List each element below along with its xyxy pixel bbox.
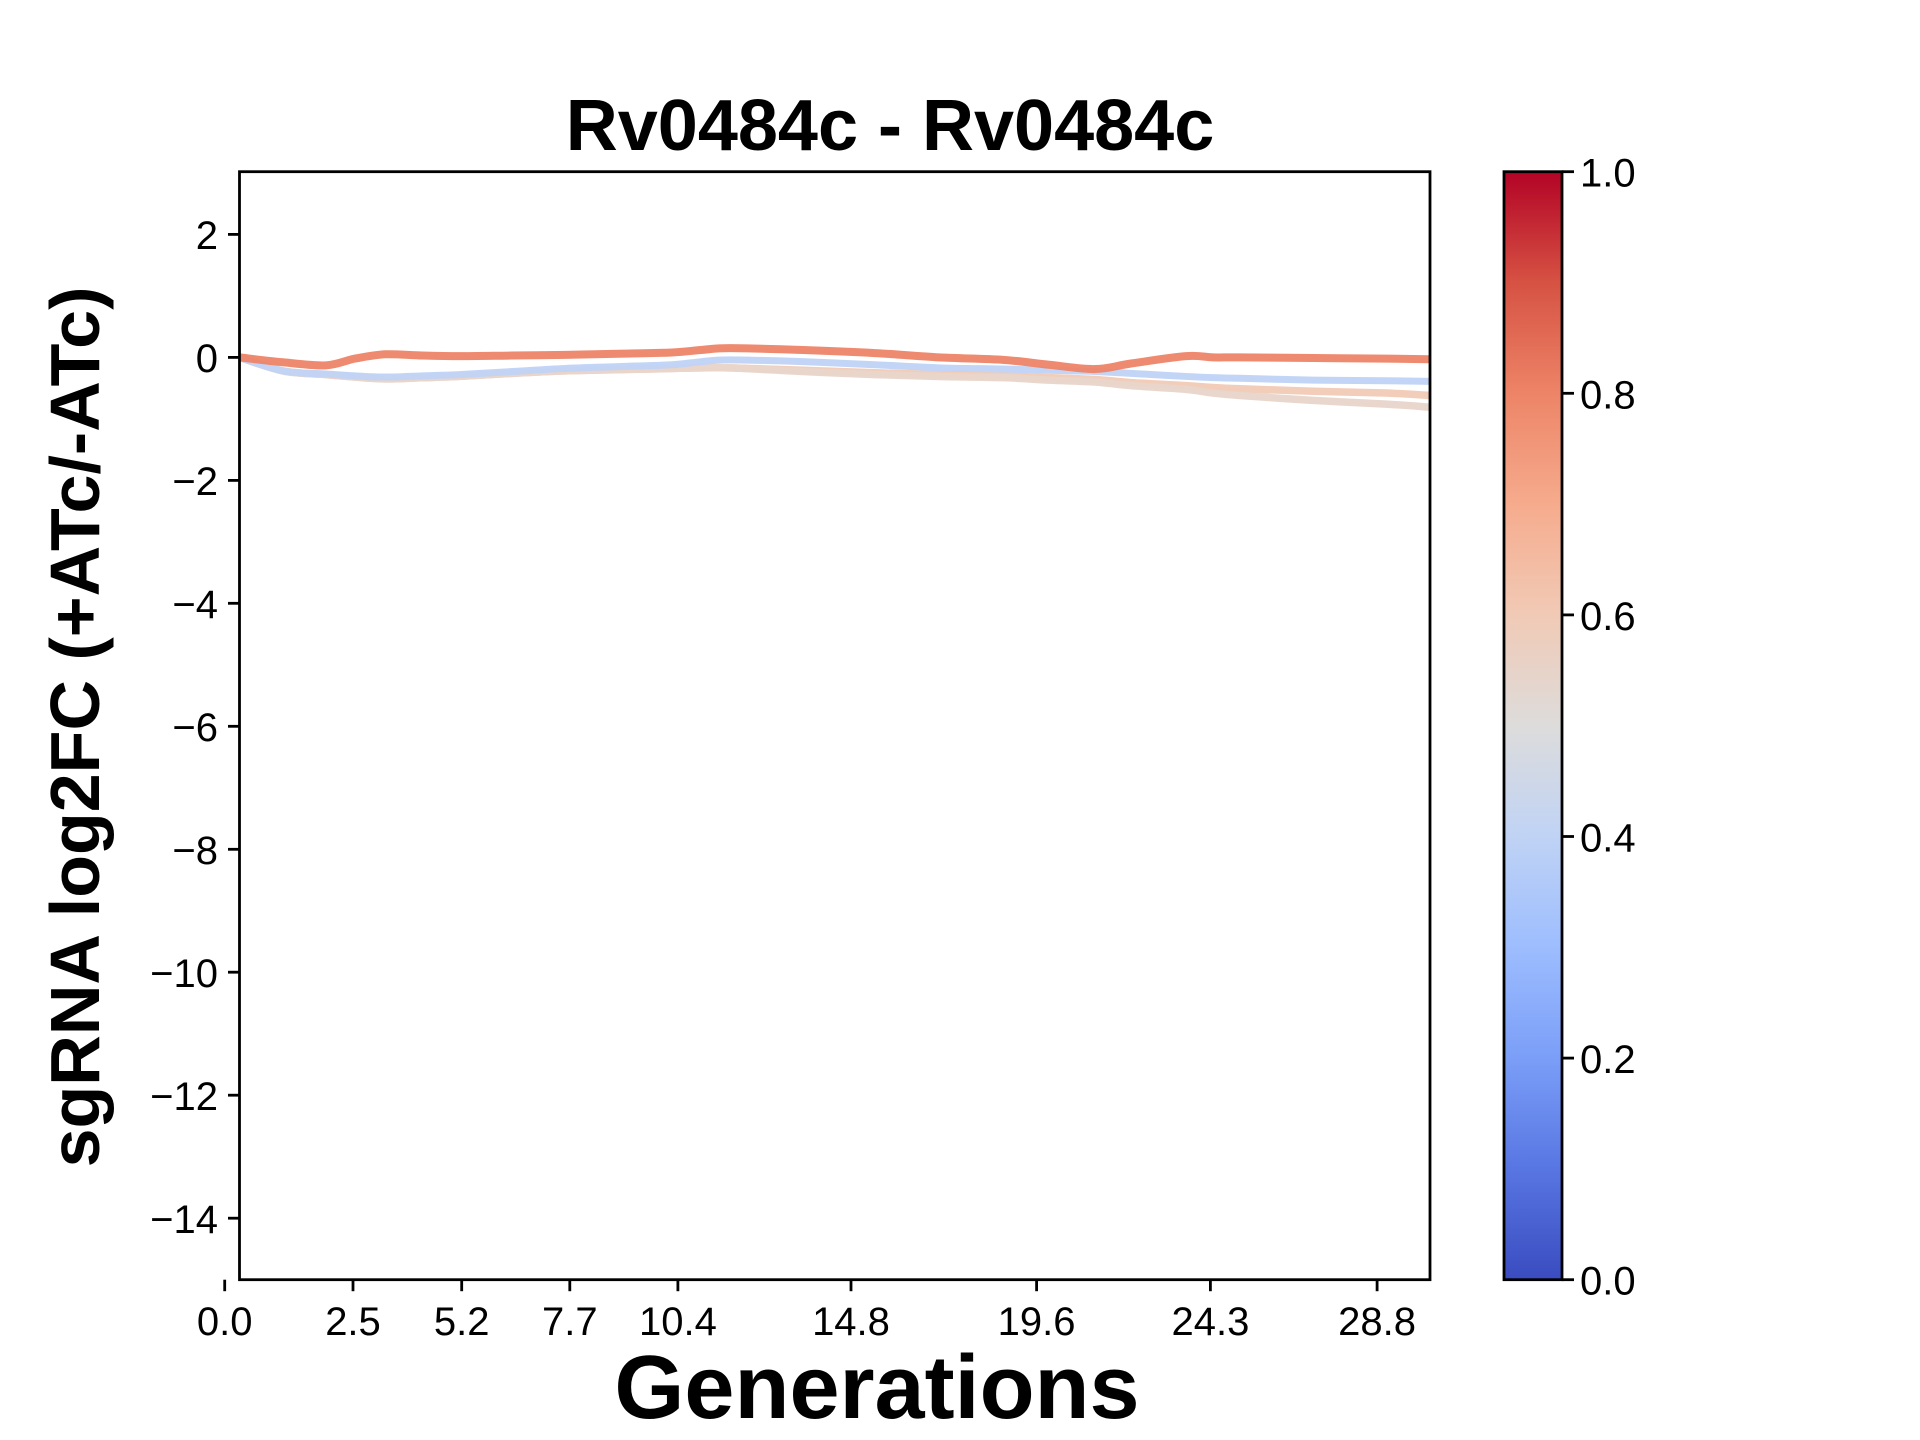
svg-text:−2: −2 (172, 460, 218, 504)
svg-text:0.2: 0.2 (1580, 1038, 1636, 1082)
svg-text:0.6: 0.6 (1580, 595, 1636, 639)
svg-text:−6: −6 (172, 706, 218, 750)
svg-text:−8: −8 (172, 829, 218, 873)
svg-text:0.0: 0.0 (1580, 1260, 1636, 1304)
svg-text:0.8: 0.8 (1580, 373, 1636, 417)
svg-text:28.8: 28.8 (1338, 1300, 1416, 1344)
svg-text:1.0: 1.0 (1580, 152, 1636, 196)
svg-text:−10: −10 (150, 952, 218, 996)
svg-text:5.2: 5.2 (434, 1300, 490, 1344)
svg-text:7.7: 7.7 (542, 1300, 598, 1344)
svg-text:0.4: 0.4 (1580, 817, 1636, 861)
svg-text:0: 0 (196, 337, 218, 381)
svg-text:−4: −4 (172, 583, 218, 627)
svg-text:2: 2 (196, 214, 218, 258)
svg-text:−14: −14 (150, 1198, 218, 1242)
svg-text:24.3: 24.3 (1171, 1300, 1249, 1344)
svg-text:0.0: 0.0 (197, 1300, 253, 1344)
svg-text:Rv0484c - Rv0484c: Rv0484c - Rv0484c (566, 86, 1215, 166)
svg-text:2.5: 2.5 (325, 1300, 381, 1344)
svg-text:sgRNA log2FC (+ATc/-ATc): sgRNA log2FC (+ATc/-ATc) (36, 287, 114, 1168)
svg-text:−12: −12 (150, 1075, 218, 1119)
svg-text:Generations: Generations (614, 1338, 1139, 1438)
